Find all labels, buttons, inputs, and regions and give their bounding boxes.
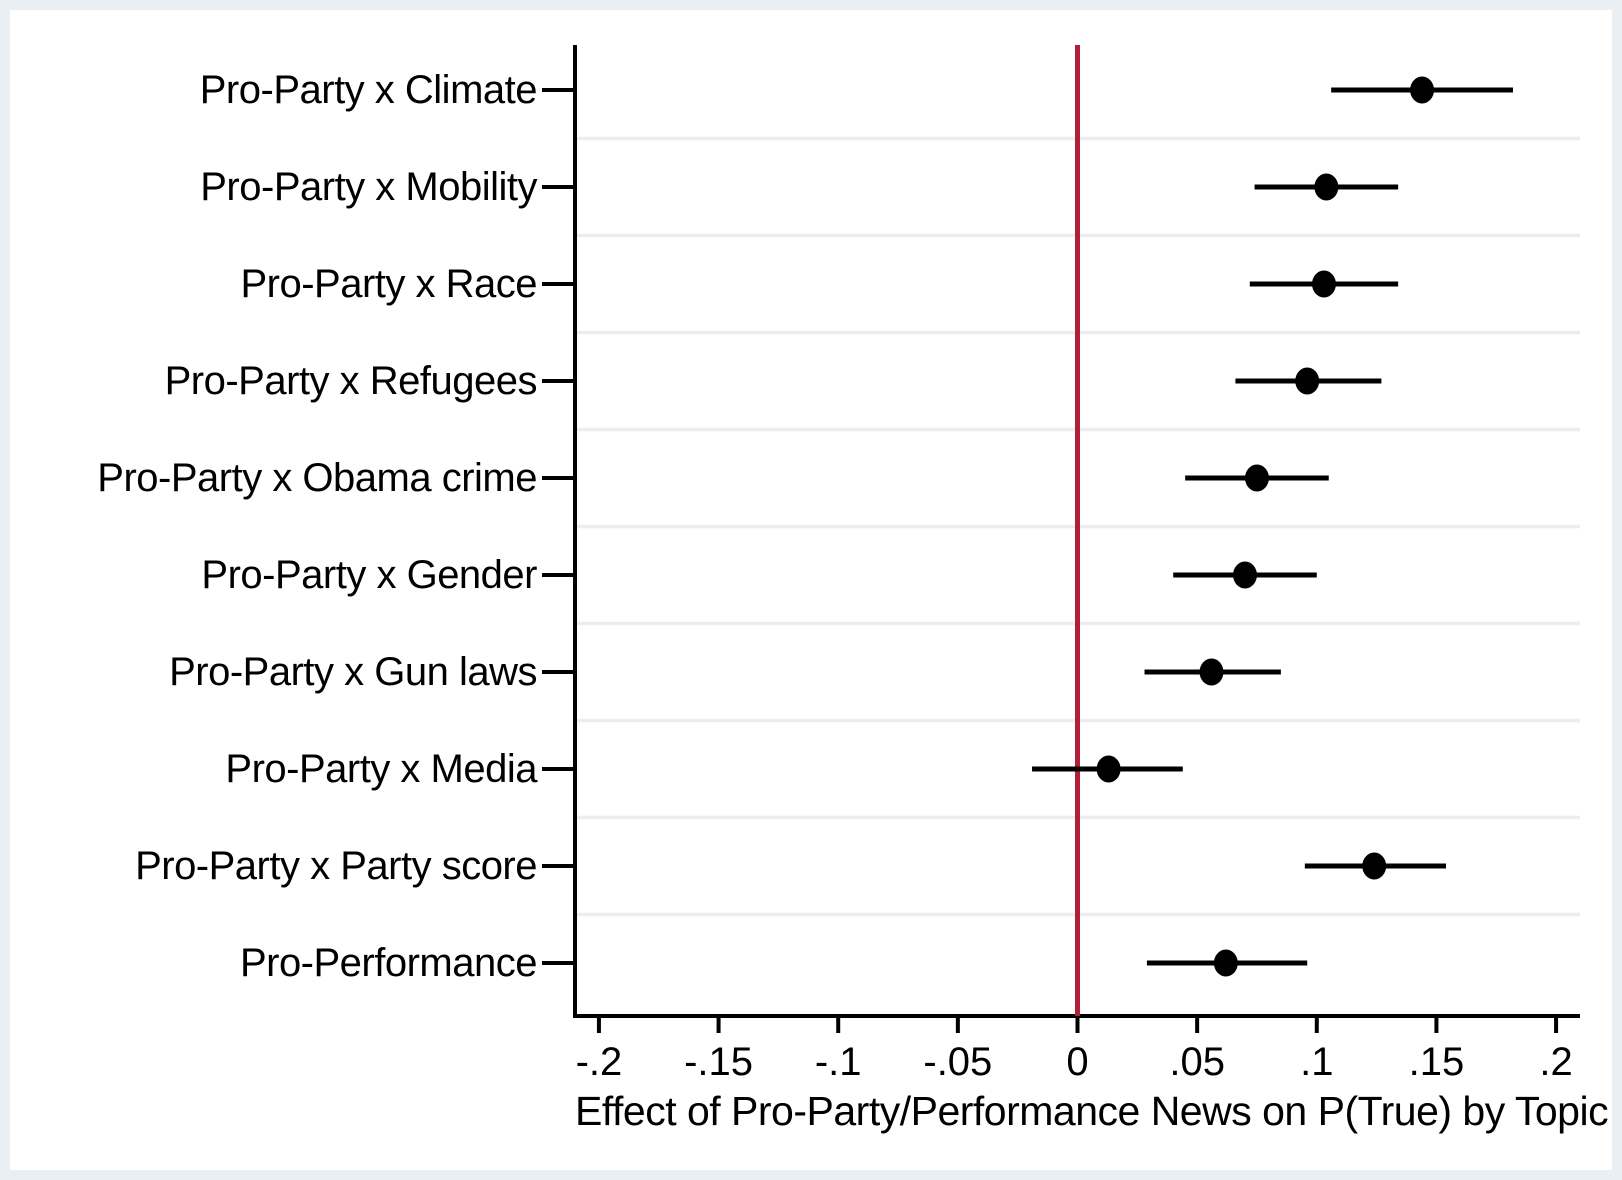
category-label: Pro-Performance [239, 941, 538, 985]
point-estimate [1362, 852, 1387, 880]
category-label: Pro-Party x Media [225, 747, 537, 791]
category-label: Pro-Party x Party score [135, 844, 537, 888]
x-tick-label: .2 [1539, 1040, 1573, 1084]
x-tick-label: 0 [1066, 1040, 1089, 1084]
category-axis: Pro-Party x Climate Pro-Party x Mobility… [0, 42, 537, 1012]
category-label: Pro-Party x Mobility [200, 165, 537, 209]
point-estimate [1295, 367, 1320, 395]
x-tick-label: -.2 [575, 1040, 623, 1084]
x-axis-title: Effect of Pro-Party/Performance News on … [575, 1088, 1609, 1134]
point-estimate [1199, 658, 1224, 686]
category-label: Pro-Party x Refugees [164, 359, 538, 403]
category-label: Pro-Party x Obama crime [97, 456, 537, 500]
point-estimate [1314, 173, 1339, 201]
category-label: Pro-Party x Gender [201, 553, 537, 597]
point-estimate [1096, 755, 1121, 783]
point-estimate [1311, 270, 1336, 298]
category-label: Pro-Party x Climate [199, 68, 538, 112]
x-tick-label: .15 [1408, 1040, 1465, 1084]
x-tick-label: -.05 [923, 1040, 993, 1084]
category-label: Pro-Party x Race [240, 262, 537, 306]
point-estimate [1244, 464, 1269, 492]
point-estimate [1410, 76, 1435, 104]
x-tick-label: .1 [1300, 1040, 1334, 1084]
point-estimate [1233, 561, 1257, 589]
point-estimate [1213, 949, 1238, 977]
x-tick-label: .05 [1169, 1040, 1225, 1084]
x-tick-label: -.1 [814, 1040, 862, 1084]
x-tick-label: -.15 [684, 1040, 754, 1084]
category-label: Pro-Party x Gun laws [169, 650, 537, 694]
x-axis-labels: -.2 -.15 -.1 -.05 0 .05 .1 .15 .2 [0, 1040, 1622, 1088]
